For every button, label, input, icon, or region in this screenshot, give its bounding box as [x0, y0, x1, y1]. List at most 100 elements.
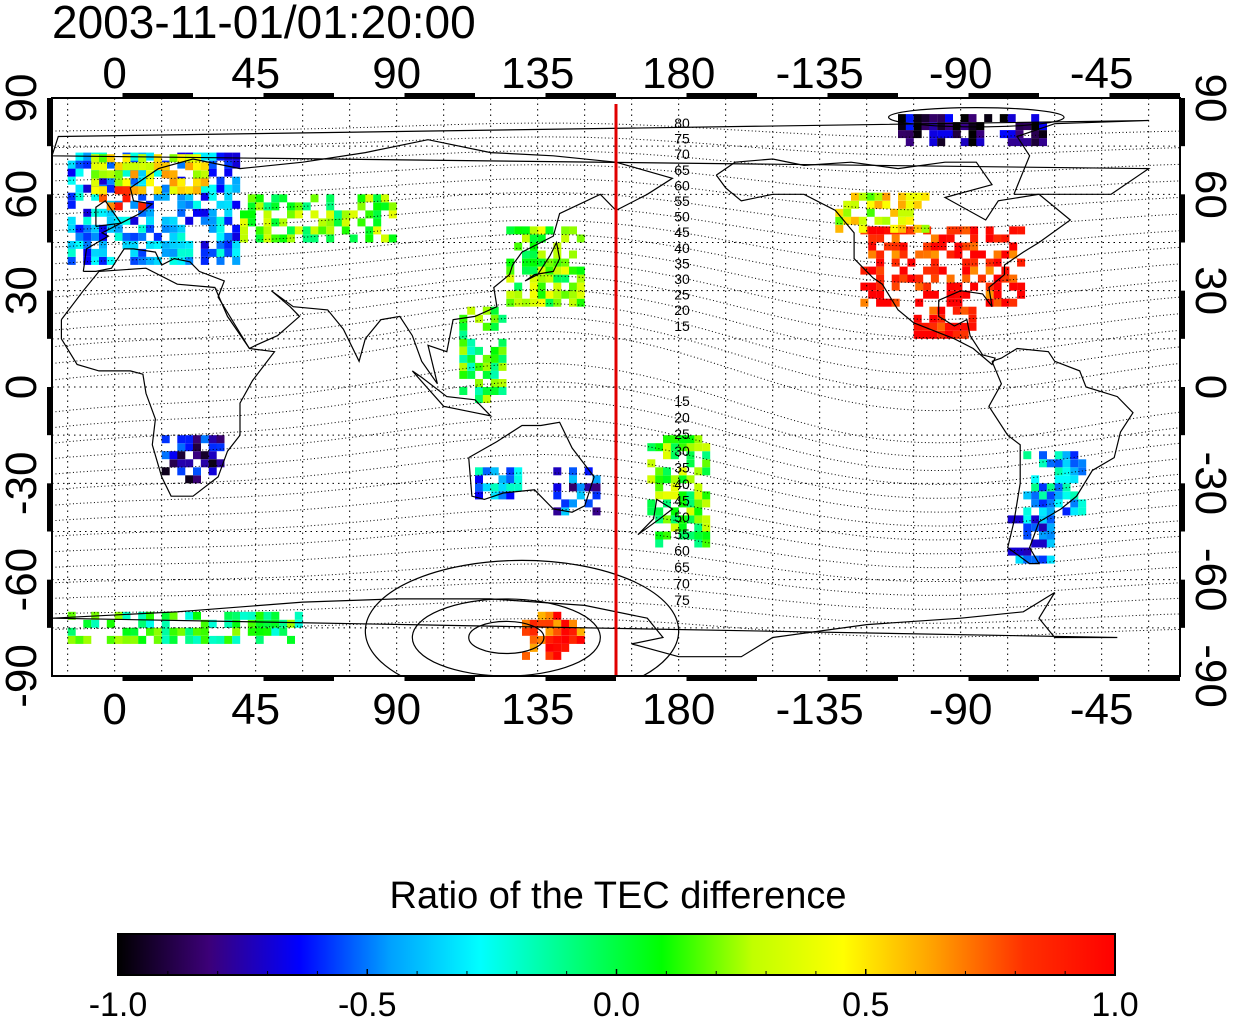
tec-cell	[287, 202, 295, 211]
tec-cell	[99, 194, 107, 203]
contour-label: 65	[674, 162, 690, 178]
tec-cell	[302, 234, 311, 243]
tec-cell	[138, 248, 147, 257]
tec-cell	[898, 224, 906, 233]
tec-cell	[91, 256, 100, 265]
tec-cell	[193, 170, 201, 179]
frame-bar-bottom	[686, 676, 757, 681]
tec-cell	[341, 210, 350, 219]
tec-cell	[545, 290, 554, 299]
tec-cell	[75, 240, 84, 249]
tec-cell	[482, 322, 491, 331]
tec-cell	[138, 162, 147, 171]
tec-cell	[545, 635, 554, 644]
tec-cell	[169, 459, 178, 468]
tec-cell	[475, 314, 483, 323]
tec-cell	[522, 298, 530, 307]
tec-cell	[122, 240, 131, 249]
tec-cell	[294, 202, 303, 211]
tec-cell	[851, 192, 859, 201]
tec-cell	[169, 224, 178, 233]
colorbar-tick-label: 1.0	[1091, 986, 1138, 1024]
tec-cell	[514, 290, 523, 299]
frame-bar-right	[1180, 194, 1185, 243]
tec-cell	[357, 194, 366, 203]
tec-cell	[122, 611, 131, 620]
tec-cell	[702, 459, 711, 468]
tec-cell	[75, 192, 84, 201]
tec-cell	[161, 635, 170, 644]
contour-label: 80	[674, 115, 690, 131]
frame-bar-right	[1180, 387, 1185, 436]
tec-cell	[835, 216, 844, 225]
tec-cell	[569, 298, 577, 307]
tec-cell	[868, 290, 877, 299]
tec-heatmap	[67, 114, 1087, 660]
tec-cell	[522, 266, 530, 275]
tec-cell	[1007, 138, 1016, 147]
tec-cell	[122, 194, 131, 203]
tec-cell	[263, 611, 272, 620]
tec-cell	[146, 240, 154, 249]
contour-line	[52, 178, 1180, 211]
tec-cell	[1007, 114, 1016, 123]
tec-cell	[930, 250, 939, 259]
tec-cell	[1054, 491, 1063, 500]
contour-label: 55	[674, 193, 690, 209]
tec-cell	[185, 635, 194, 644]
tec-cell	[1039, 531, 1047, 540]
contour-label: 45	[674, 493, 690, 509]
tec-cell	[138, 224, 147, 233]
tec-cell	[569, 290, 577, 299]
tec-cell	[91, 170, 100, 179]
tec-cell	[271, 627, 280, 636]
tec-cell	[200, 459, 209, 468]
tec-cell	[498, 483, 507, 492]
tec-cell	[193, 154, 201, 163]
tec-cell	[130, 627, 139, 636]
tec-cell	[962, 258, 971, 267]
tec-cell	[1070, 491, 1079, 500]
tec-cell	[537, 635, 546, 644]
tec-cell	[373, 218, 382, 227]
tec-cell	[216, 184, 225, 193]
tec-cell	[1031, 114, 1040, 123]
colorbar-tick-label: -0.5	[338, 986, 397, 1024]
tec-cell	[200, 152, 209, 161]
tec-cell	[545, 226, 554, 235]
tec-cell	[83, 216, 92, 225]
tec-cell	[576, 282, 585, 291]
tec-cell	[921, 224, 930, 233]
tec-cell	[1023, 491, 1032, 500]
tec-cell	[185, 248, 194, 257]
tec-cell	[999, 130, 1008, 139]
tec-cell	[946, 250, 955, 259]
tec-cell	[279, 194, 288, 203]
tec-cell	[545, 298, 554, 307]
tec-cell	[161, 184, 170, 193]
tec-cell	[537, 290, 546, 299]
tec-cell	[913, 330, 922, 339]
tec-cell	[161, 619, 170, 628]
tec-cell	[193, 475, 201, 484]
tec-cell	[341, 218, 350, 227]
lat-label-left: -90	[0, 644, 46, 708]
tec-cell	[498, 387, 507, 395]
lon-label-top: -135	[776, 49, 864, 98]
tec-cell	[224, 152, 233, 161]
tec-cell	[1031, 475, 1040, 484]
coastline	[637, 498, 674, 536]
tec-cell	[569, 266, 577, 275]
tec-cell	[553, 635, 562, 644]
tec-cell	[921, 122, 930, 131]
lat-label-left: 60	[0, 170, 46, 219]
tec-cell	[138, 192, 147, 201]
contour-label: 45	[674, 224, 690, 240]
tec-cell	[193, 435, 201, 444]
lat-label-left: 90	[0, 74, 46, 123]
tec-cell	[960, 306, 969, 315]
lat-lon-grid	[52, 98, 1180, 676]
tec-cell	[868, 250, 877, 259]
tec-cell	[177, 160, 186, 169]
